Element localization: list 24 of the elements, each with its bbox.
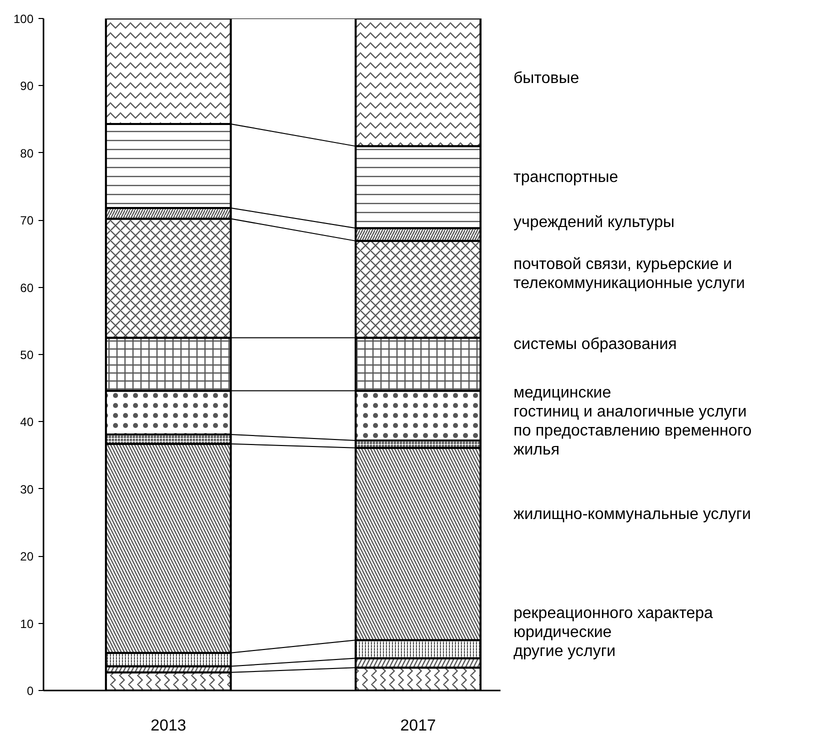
y-tick-label: 10	[20, 616, 34, 631]
y-tick-label: 90	[20, 79, 34, 94]
x-tick-label: 2017	[400, 718, 436, 734]
text: транспортные	[514, 169, 618, 186]
y-tick-label: 60	[20, 280, 34, 295]
text: почтовой связи, курьерские и телекоммуникационные услуги	[514, 256, 745, 292]
y-tick-label: 80	[20, 146, 34, 160]
x-tick-label: 2013	[150, 718, 186, 734]
text: гостиниц и аналогичные услуги по предоставлению временного жилья	[514, 404, 752, 459]
text: другие услуги	[514, 643, 616, 660]
text: медицинские	[514, 384, 612, 402]
y-tick-label: 30	[20, 482, 34, 496]
text: бытовые	[514, 70, 580, 88]
y-tick-label: 100	[13, 12, 34, 26]
y-tick-label: 0	[26, 684, 34, 698]
text: системы образования	[514, 336, 677, 354]
text: юридические	[514, 624, 612, 641]
y-tick-label: 20	[20, 550, 34, 564]
y-tick-label: 40	[20, 415, 34, 430]
text: рекреационного характера	[514, 604, 714, 622]
text: учреждений культуры	[514, 214, 675, 231]
text: жилищно-коммунальные услуги	[514, 506, 751, 523]
y-tick-label: 70	[20, 214, 34, 228]
y-tick-label: 50	[20, 348, 34, 362]
